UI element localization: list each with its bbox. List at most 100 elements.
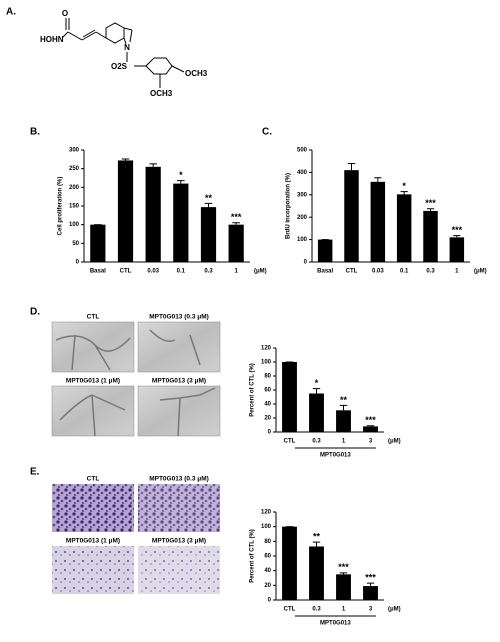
bar	[449, 237, 465, 262]
y-tick-label: 60	[264, 554, 271, 560]
y-tick-label: 0	[268, 430, 272, 436]
micrograph-captions: CTL MPT0G013 (0.3 μM) MPT0G013 (1 μM) MPT0G…	[66, 314, 209, 545]
error-bar	[312, 541, 321, 547]
y-tick-label: 0	[76, 260, 80, 266]
y-tick-label: 80	[264, 374, 271, 380]
y-tick-label: 250	[69, 166, 80, 172]
panel-label: D.	[30, 307, 40, 318]
error-bar	[232, 222, 240, 225]
y-tick-label: 20	[264, 583, 271, 589]
error-bar	[453, 235, 461, 238]
chem-label: OCH3	[185, 69, 208, 78]
micrograph-caption: MPT0G013 (1 μM)	[66, 378, 120, 385]
bar	[309, 393, 324, 432]
x-tick-label: 0.3	[312, 607, 321, 613]
panel-label: B.	[30, 127, 40, 138]
group-label: MPT0G013	[320, 453, 351, 459]
significance-label: **	[313, 531, 321, 541]
x-tick-label: 3	[369, 607, 373, 613]
significance-label: ***	[452, 225, 463, 235]
micrograph	[51, 385, 135, 437]
bar	[90, 224, 106, 262]
y-tick-label: 40	[264, 568, 271, 574]
y-axis-label: Cell proliferation (%)	[58, 177, 64, 236]
bar	[344, 170, 359, 262]
x-tick-label: 0.1	[177, 269, 186, 275]
micrograph	[138, 484, 220, 532]
significance-label: **	[340, 395, 348, 405]
significance-label: ***	[231, 212, 242, 222]
significance-label: *	[179, 170, 183, 180]
micrograph-caption: MPT0G013 (3 μM)	[152, 538, 206, 545]
bar	[309, 546, 324, 600]
micrograph-caption: MPT0G013 (3 μM)	[152, 378, 206, 385]
y-tick-label: 100	[261, 360, 272, 366]
bar	[363, 586, 378, 600]
panel-label: E.	[30, 467, 40, 478]
micrograph	[51, 321, 135, 373]
micrograph-caption: CTL	[87, 314, 100, 321]
error-bar	[339, 404, 348, 411]
error-bar	[121, 158, 130, 161]
y-tick-label: 100	[69, 222, 80, 228]
x-tick-label: 1	[342, 607, 346, 613]
unit-label: (μM)	[388, 607, 401, 613]
y-axis-label: BrdU incorporation (%)	[286, 173, 292, 239]
bar	[317, 239, 333, 262]
x-tick-label: Basal	[317, 269, 333, 275]
x-tick-label: 0.1	[400, 269, 409, 275]
x-tick-label: 1	[342, 439, 346, 445]
y-tick-label: 50	[72, 241, 79, 247]
micrograph-caption: CTL	[87, 476, 100, 483]
bar	[117, 160, 134, 262]
x-tick-label: 3	[369, 439, 373, 445]
y-tick-label: 400	[297, 170, 308, 176]
y-tick-label: 100	[261, 524, 272, 530]
x-tick-label: CTL	[284, 607, 296, 613]
y-tick-label: 120	[261, 510, 272, 516]
y-tick-label: 500	[297, 148, 308, 154]
bar	[423, 210, 438, 262]
y-tick-label: 120	[261, 346, 272, 352]
error-bar	[339, 572, 348, 575]
y-tick-label: 0	[268, 598, 272, 604]
y-tick-label: 60	[264, 388, 271, 394]
group-label: MPT0G013	[320, 621, 351, 627]
chemical-structure	[61, 18, 185, 88]
x-tick-label: 0.03	[147, 269, 159, 275]
micrograph	[52, 484, 134, 532]
unit-label: (μM)	[254, 269, 267, 275]
tube-network	[55, 329, 216, 437]
y-axis-label: Percent of CTL (%)	[250, 363, 256, 417]
bar	[336, 574, 351, 600]
y-tick-label: 20	[264, 416, 271, 422]
bar	[145, 166, 161, 262]
unit-label: (μM)	[388, 439, 401, 445]
y-tick-label: 200	[297, 215, 308, 221]
panel-label: C.	[262, 127, 272, 138]
x-tick-label: 0.3	[312, 439, 321, 445]
x-tick-label: 0.3	[204, 269, 213, 275]
micrograph	[137, 321, 221, 373]
y-tick-label: 200	[69, 185, 80, 191]
chem-label: HOHN	[40, 35, 64, 44]
x-tick-label: CTL	[284, 439, 296, 445]
x-tick-label: 1	[455, 269, 459, 275]
significance-label: **	[205, 193, 213, 203]
chem-label: OCH3	[150, 89, 173, 98]
error-bar	[426, 208, 435, 211]
bar	[370, 181, 386, 262]
micrograph-caption: MPT0G013 (1 μM)	[66, 538, 120, 545]
y-tick-label: 0	[304, 260, 308, 266]
y-axis-label: Percent of CTL (%)	[250, 529, 256, 583]
chem-label: N	[124, 43, 130, 52]
y-tick-label: 300	[297, 192, 308, 198]
bar	[282, 362, 297, 432]
error-bar	[204, 202, 213, 208]
significance-label: *	[315, 378, 319, 388]
bar	[228, 224, 244, 262]
micrograph	[138, 546, 220, 594]
unit-label: (μM)	[474, 269, 487, 275]
bar	[396, 194, 412, 262]
